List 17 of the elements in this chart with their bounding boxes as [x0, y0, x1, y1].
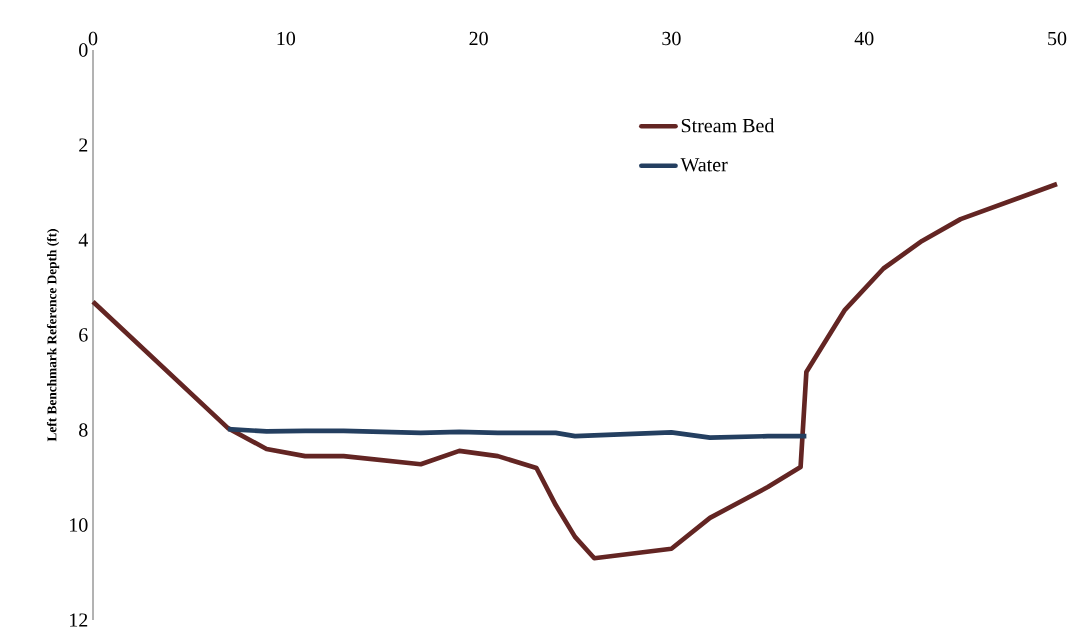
x-tick-label: 40 — [854, 31, 874, 46]
y-tick-label: 12 — [70, 613, 88, 627]
y-tick-label: 10 — [70, 518, 88, 532]
legend-label: Water — [680, 158, 728, 172]
y-tick-label: 6 — [79, 328, 88, 342]
legend-label: Stream Bed — [681, 118, 775, 133]
y-tick-label: 2 — [79, 138, 88, 152]
y-axis-title: Left Benchmark Reference Depth (ft) — [46, 229, 60, 442]
x-tick-label: 50 — [1048, 31, 1067, 46]
x-tick-label: 20 — [469, 31, 488, 46]
x-tick-label: 10 — [277, 31, 296, 46]
y-tick-label: 4 — [78, 233, 88, 247]
y-tick-label: 8 — [79, 423, 88, 437]
x-tick-label: 30 — [662, 31, 681, 46]
line-series — [225, 426, 809, 440]
line-series — [90, 181, 1060, 561]
y-tick-label: 0 — [79, 43, 88, 57]
